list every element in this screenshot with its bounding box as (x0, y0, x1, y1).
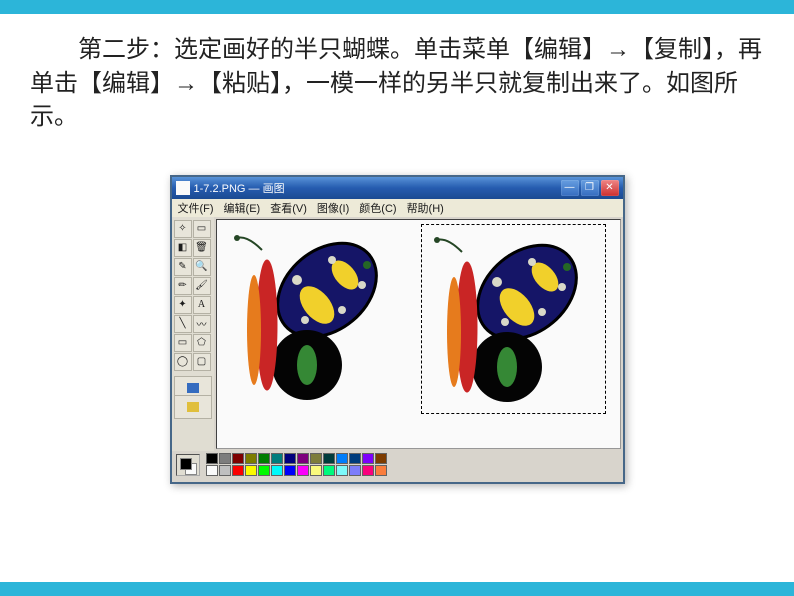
window-controls: — ❐ ✕ (561, 180, 619, 196)
color-swatch-22[interactable] (310, 465, 322, 476)
color-swatch-9[interactable] (323, 453, 335, 464)
tool-polygon[interactable]: ⬠ (193, 334, 211, 352)
slide-bottom-bar (0, 582, 794, 596)
color-swatch-4[interactable] (258, 453, 270, 464)
color-swatch-10[interactable] (336, 453, 348, 464)
color-swatch-8[interactable] (310, 453, 322, 464)
fg-swatch (180, 458, 192, 470)
color-swatch-19[interactable] (271, 465, 283, 476)
color-swatch-26[interactable] (362, 465, 374, 476)
fg-bg-selector[interactable] (176, 454, 200, 476)
tool-brush[interactable]: 🖌 (193, 277, 211, 295)
color-swatch-12[interactable] (362, 453, 374, 464)
color-swatch-13[interactable] (375, 453, 387, 464)
color-swatch-14[interactable] (206, 465, 218, 476)
color-swatch-6[interactable] (284, 453, 296, 464)
tool-freeform-select[interactable]: ✧ (174, 220, 192, 238)
menu-image[interactable]: 图像(I) (317, 200, 349, 216)
color-swatch-18[interactable] (258, 465, 270, 476)
color-swatch-5[interactable] (271, 453, 283, 464)
menu-file[interactable]: 文件(F) (178, 200, 214, 216)
tool-airbrush[interactable]: ✦ (174, 296, 192, 314)
tool-picker[interactable]: ✎ (174, 258, 192, 276)
tool-line[interactable]: ╲ (174, 315, 192, 333)
color-swatch-11[interactable] (349, 453, 361, 464)
maximize-button[interactable]: ❐ (581, 180, 599, 196)
color-swatch-2[interactable] (232, 453, 244, 464)
color-swatch-3[interactable] (245, 453, 257, 464)
tool-pencil[interactable]: ✏ (174, 277, 192, 295)
mspaint-window: 1-7.2.PNG — 画图 — ❐ ✕ 文件(F) 编辑(E) 查看(V) 图… (170, 175, 625, 484)
tool-roundrect[interactable]: ▢ (193, 353, 211, 371)
option-yellow-icon (187, 402, 199, 412)
menu-bar: 文件(F) 编辑(E) 查看(V) 图像(I) 颜色(C) 帮助(H) (172, 199, 623, 217)
instruction-paragraph: 第二步：选定画好的半只蝴蝶。单击菜单【编辑】→【复制】，再单击【编辑】→【粘贴】… (0, 14, 794, 145)
canvas[interactable] (216, 219, 621, 449)
tool-rect[interactable]: ▭ (174, 334, 192, 352)
app-icon (176, 181, 190, 195)
close-button[interactable]: ✕ (601, 180, 619, 196)
paint-body: ✧ ▭ ◧ 🗑 ✎ 🔍 ✏ 🖌 ✦ A ╲ 〰 ▭ ⬠ ◯ ▢ (172, 217, 623, 451)
color-bar (172, 451, 623, 479)
color-swatch-15[interactable] (219, 465, 231, 476)
menu-view[interactable]: 查看(V) (270, 200, 307, 216)
slide-top-bar (0, 0, 794, 14)
tool-ellipse[interactable]: ◯ (174, 353, 192, 371)
color-swatch-0[interactable] (206, 453, 218, 464)
color-swatch-1[interactable] (219, 453, 231, 464)
tool-fill[interactable]: 🗑 (193, 239, 211, 257)
tool-rect-select[interactable]: ▭ (193, 220, 211, 238)
color-swatch-25[interactable] (349, 465, 361, 476)
titlebar-left: 1-7.2.PNG — 画图 (176, 180, 285, 196)
option-blue-icon (187, 383, 199, 393)
tool-eraser[interactable]: ◧ (174, 239, 192, 257)
window-title: 1-7.2.PNG — 画图 (194, 180, 285, 196)
minimize-button[interactable]: — (561, 180, 579, 196)
status-bar (172, 479, 623, 482)
tool-text[interactable]: A (193, 296, 211, 314)
color-swatch-24[interactable] (336, 465, 348, 476)
menu-colors[interactable]: 颜色(C) (359, 200, 396, 216)
toolbox: ✧ ▭ ◧ 🗑 ✎ 🔍 ✏ 🖌 ✦ A ╲ 〰 ▭ ⬠ ◯ ▢ (172, 217, 214, 451)
color-swatch-7[interactable] (297, 453, 309, 464)
menu-edit[interactable]: 编辑(E) (224, 200, 261, 216)
tool-curve[interactable]: 〰 (193, 315, 211, 333)
window-titlebar[interactable]: 1-7.2.PNG — 画图 — ❐ ✕ (172, 177, 623, 199)
tool-magnify[interactable]: 🔍 (193, 258, 211, 276)
color-swatch-17[interactable] (245, 465, 257, 476)
color-swatch-16[interactable] (232, 465, 244, 476)
tool-option-yellow[interactable] (174, 395, 212, 419)
color-palette (206, 453, 387, 476)
screenshot-container: 1-7.2.PNG — 画图 — ❐ ✕ 文件(F) 编辑(E) 查看(V) 图… (0, 175, 794, 484)
color-swatch-21[interactable] (297, 465, 309, 476)
color-swatch-20[interactable] (284, 465, 296, 476)
color-swatch-23[interactable] (323, 465, 335, 476)
butterfly-left (227, 230, 397, 410)
selection-marquee[interactable] (421, 224, 606, 414)
menu-help[interactable]: 帮助(H) (407, 200, 444, 216)
color-swatch-27[interactable] (375, 465, 387, 476)
